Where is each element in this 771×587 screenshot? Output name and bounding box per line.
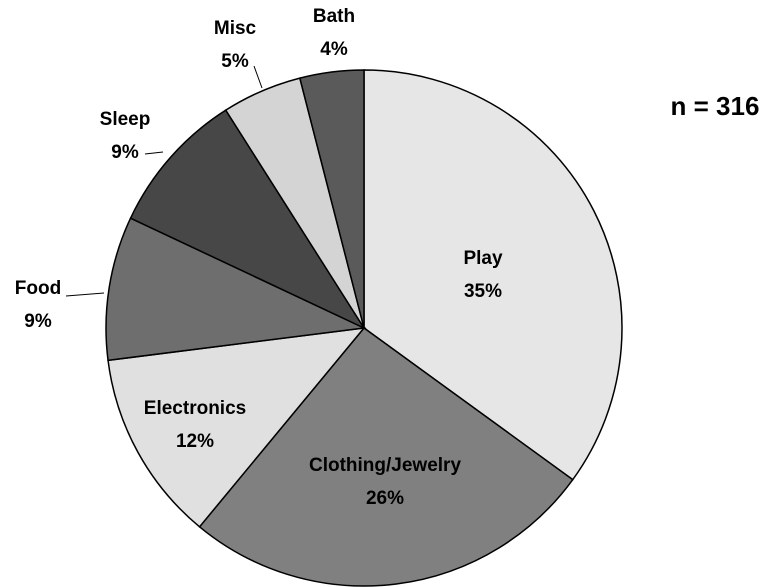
leader-line [144,151,164,155]
annotation: n = 316 [671,91,760,121]
slice-label: Clothing/Jewelry [309,455,461,476]
pie-slice [363,69,623,481]
pie-slice [105,217,367,362]
slice-value-label: 26% [366,488,404,509]
slice-label: Electronics [144,398,246,419]
slice-label: Food [15,278,61,299]
slice-label: Sleep [100,109,151,130]
pie-slice [298,69,365,329]
pie-slice [198,326,574,587]
slice-label: Misc [214,18,257,39]
slice-value-label: 35% [464,281,502,302]
slice-value-label: 9% [111,142,139,163]
pie-slice [129,109,367,330]
leader-line [253,65,263,89]
slice-label: Play [463,248,503,269]
slice-value-label: 9% [24,311,52,332]
leader-line [65,292,105,297]
slice-value-label: 4% [320,39,348,60]
slice-value-label: 12% [176,431,214,452]
slice-label: Bath [313,6,355,27]
pie-slice [107,327,366,528]
slice-value-label: 5% [221,51,249,72]
